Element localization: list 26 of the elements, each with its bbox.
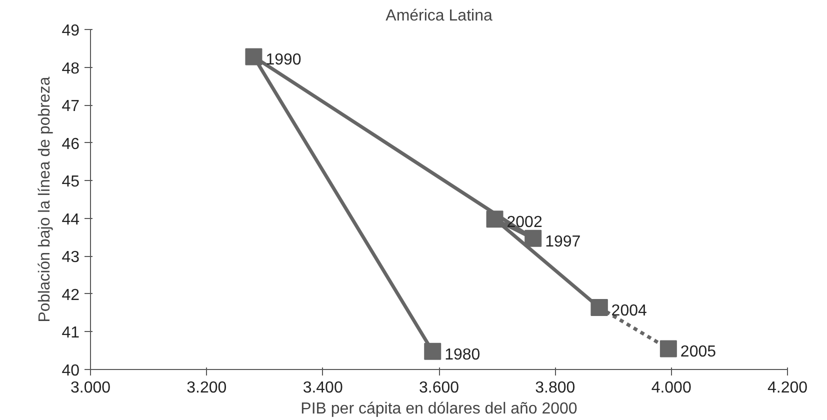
annotation: 2004: [611, 302, 648, 320]
y-tick-label: 45: [62, 174, 80, 191]
annotation: 1997: [545, 233, 581, 250]
y-tick-label: 44: [62, 211, 80, 228]
x-tick-label: 3.400: [302, 380, 343, 396]
x-tick-label: 3.600: [418, 380, 460, 396]
annotation: 2005: [680, 344, 716, 361]
x-tick-label: 3.000: [70, 380, 111, 396]
y-tick-label: 49: [62, 22, 80, 40]
annotation: 2002: [506, 214, 542, 232]
y-tick-label: 41: [62, 324, 80, 342]
y-tick-label: 40: [62, 362, 80, 380]
x-tick-label: 3.200: [186, 380, 227, 396]
y-tick-label: 46: [62, 136, 80, 153]
x-axis-title: PIB per cápita en dólares del año 2000: [300, 400, 578, 418]
x-tick-label: 3.800: [535, 380, 576, 396]
annotation: 1990: [266, 52, 302, 69]
x-tick-label: 4.200: [767, 380, 808, 396]
chart-title: América Latina: [386, 8, 492, 24]
x-tick-label: 4.000: [651, 380, 692, 396]
annotation: 1980: [444, 346, 480, 364]
y-tick-label: 42: [62, 286, 80, 304]
y-axis-title: Población bajo la línea de pobreza: [36, 76, 54, 322]
y-tick-label: 47: [62, 98, 80, 116]
y-tick-label: 48: [62, 60, 80, 78]
y-tick-label: 43: [62, 249, 80, 266]
